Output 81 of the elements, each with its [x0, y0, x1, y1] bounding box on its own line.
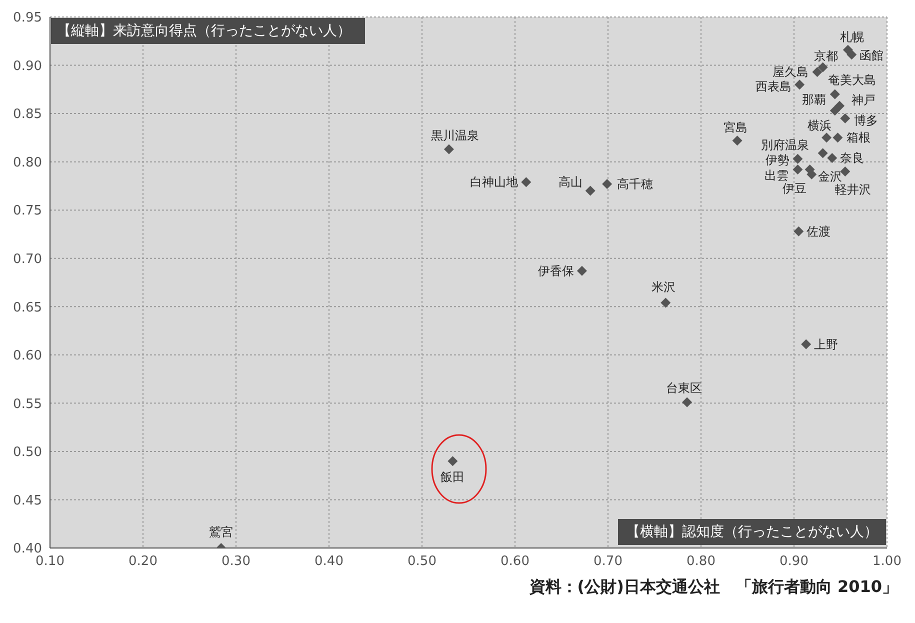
x-tick-label: 0.80 [686, 554, 716, 570]
x-tick-label: 0.90 [780, 554, 808, 570]
point [660, 298, 671, 308]
series-label: 奈良 [840, 150, 864, 165]
series-label: 鷲宮 [209, 525, 234, 539]
point [801, 339, 812, 350]
point [812, 67, 822, 78]
x-tick-label: 0.60 [500, 554, 530, 570]
series-label: 横浜 [808, 118, 832, 133]
series-label: 宮島 [723, 120, 748, 135]
point [840, 166, 850, 176]
series-label: 上野 [814, 337, 838, 352]
point [792, 164, 803, 175]
series-label: 京都 [814, 49, 838, 64]
x-tick-label: 0.10 [36, 554, 64, 570]
y-tick-label: 0.60 [13, 348, 42, 364]
y-tick-label: 0.70 [13, 252, 42, 267]
series-label: 箱根 [846, 130, 871, 145]
series-label: 伊香保 [538, 264, 574, 278]
series-label: 黒川温泉 [430, 128, 479, 142]
series-label: 神戸 [852, 92, 876, 107]
series-label: 博多 [854, 113, 878, 128]
point [602, 179, 612, 190]
series-label: 札幌 [840, 30, 864, 44]
point [792, 154, 803, 164]
series-label: 那覇 [802, 92, 826, 107]
x-tick-label: 1.00 [872, 554, 902, 570]
x-tick-label: 0.50 [408, 554, 436, 570]
series-label: 伊豆 [782, 181, 807, 196]
x-tick-label: 0.20 [128, 554, 158, 570]
point [827, 152, 838, 163]
y-tick-label: 0.90 [13, 58, 42, 74]
series-label: 軽井沢 [835, 182, 872, 196]
y-tick-label: 0.50 [13, 445, 42, 460]
series-label: 函館 [860, 48, 884, 63]
point [794, 226, 804, 236]
series-label: 奄美大島 [828, 73, 876, 88]
y-tick-label: 0.75 [13, 204, 42, 219]
x-axis-title: 【横軸】認知度（行ったことがない人） [618, 519, 886, 545]
text: 資料：(公財)日本交通公社 「旅行者動向 2010」 [528, 577, 899, 598]
point [834, 100, 845, 111]
series-label: 西表島 [756, 80, 792, 94]
y-tick-label: 0.55 [13, 396, 42, 412]
point [846, 50, 857, 60]
point [585, 186, 596, 196]
series-label: 高千穂 [617, 177, 654, 192]
point [448, 456, 458, 466]
series-label: 米沢 [652, 280, 676, 294]
y-tick-label: 0.80 [13, 155, 42, 170]
point [822, 132, 832, 143]
y-tick-label: 0.40 [13, 542, 42, 557]
point [830, 106, 840, 116]
series-label: 出雲 [764, 168, 789, 183]
x-tick-label: 0.40 [314, 554, 344, 570]
x-tick-label: 0.70 [594, 554, 622, 570]
series-label: 伊勢 [766, 152, 790, 167]
series-label: 飯田 [440, 470, 465, 484]
point [732, 136, 742, 146]
point [444, 144, 454, 154]
series-label: 台東区 [666, 381, 702, 396]
series-label: 高山 [558, 174, 582, 189]
point [818, 148, 828, 158]
y-tick-label: 0.85 [13, 107, 42, 122]
y-axis-title: 【縦軸】来訪意向得点（行ったことがない人） [51, 18, 365, 44]
y-tick-label: 0.45 [13, 493, 42, 508]
point [830, 89, 840, 100]
series-label: 金沢 [818, 170, 842, 184]
point [682, 397, 692, 408]
point [521, 177, 532, 188]
point [832, 132, 843, 143]
point [794, 80, 805, 90]
y-tick-label: 0.65 [13, 300, 42, 316]
y-tick-label: 0.95 [13, 10, 42, 26]
x-tick-label: 0.30 [222, 554, 250, 570]
point [818, 62, 828, 72]
series-label: 佐渡 [806, 224, 831, 238]
point [576, 266, 587, 276]
point [840, 113, 850, 124]
series-label: 別府温泉 [760, 138, 809, 152]
series-label: 白神山地 [470, 175, 518, 190]
series-label: 屋久島 [772, 65, 808, 80]
